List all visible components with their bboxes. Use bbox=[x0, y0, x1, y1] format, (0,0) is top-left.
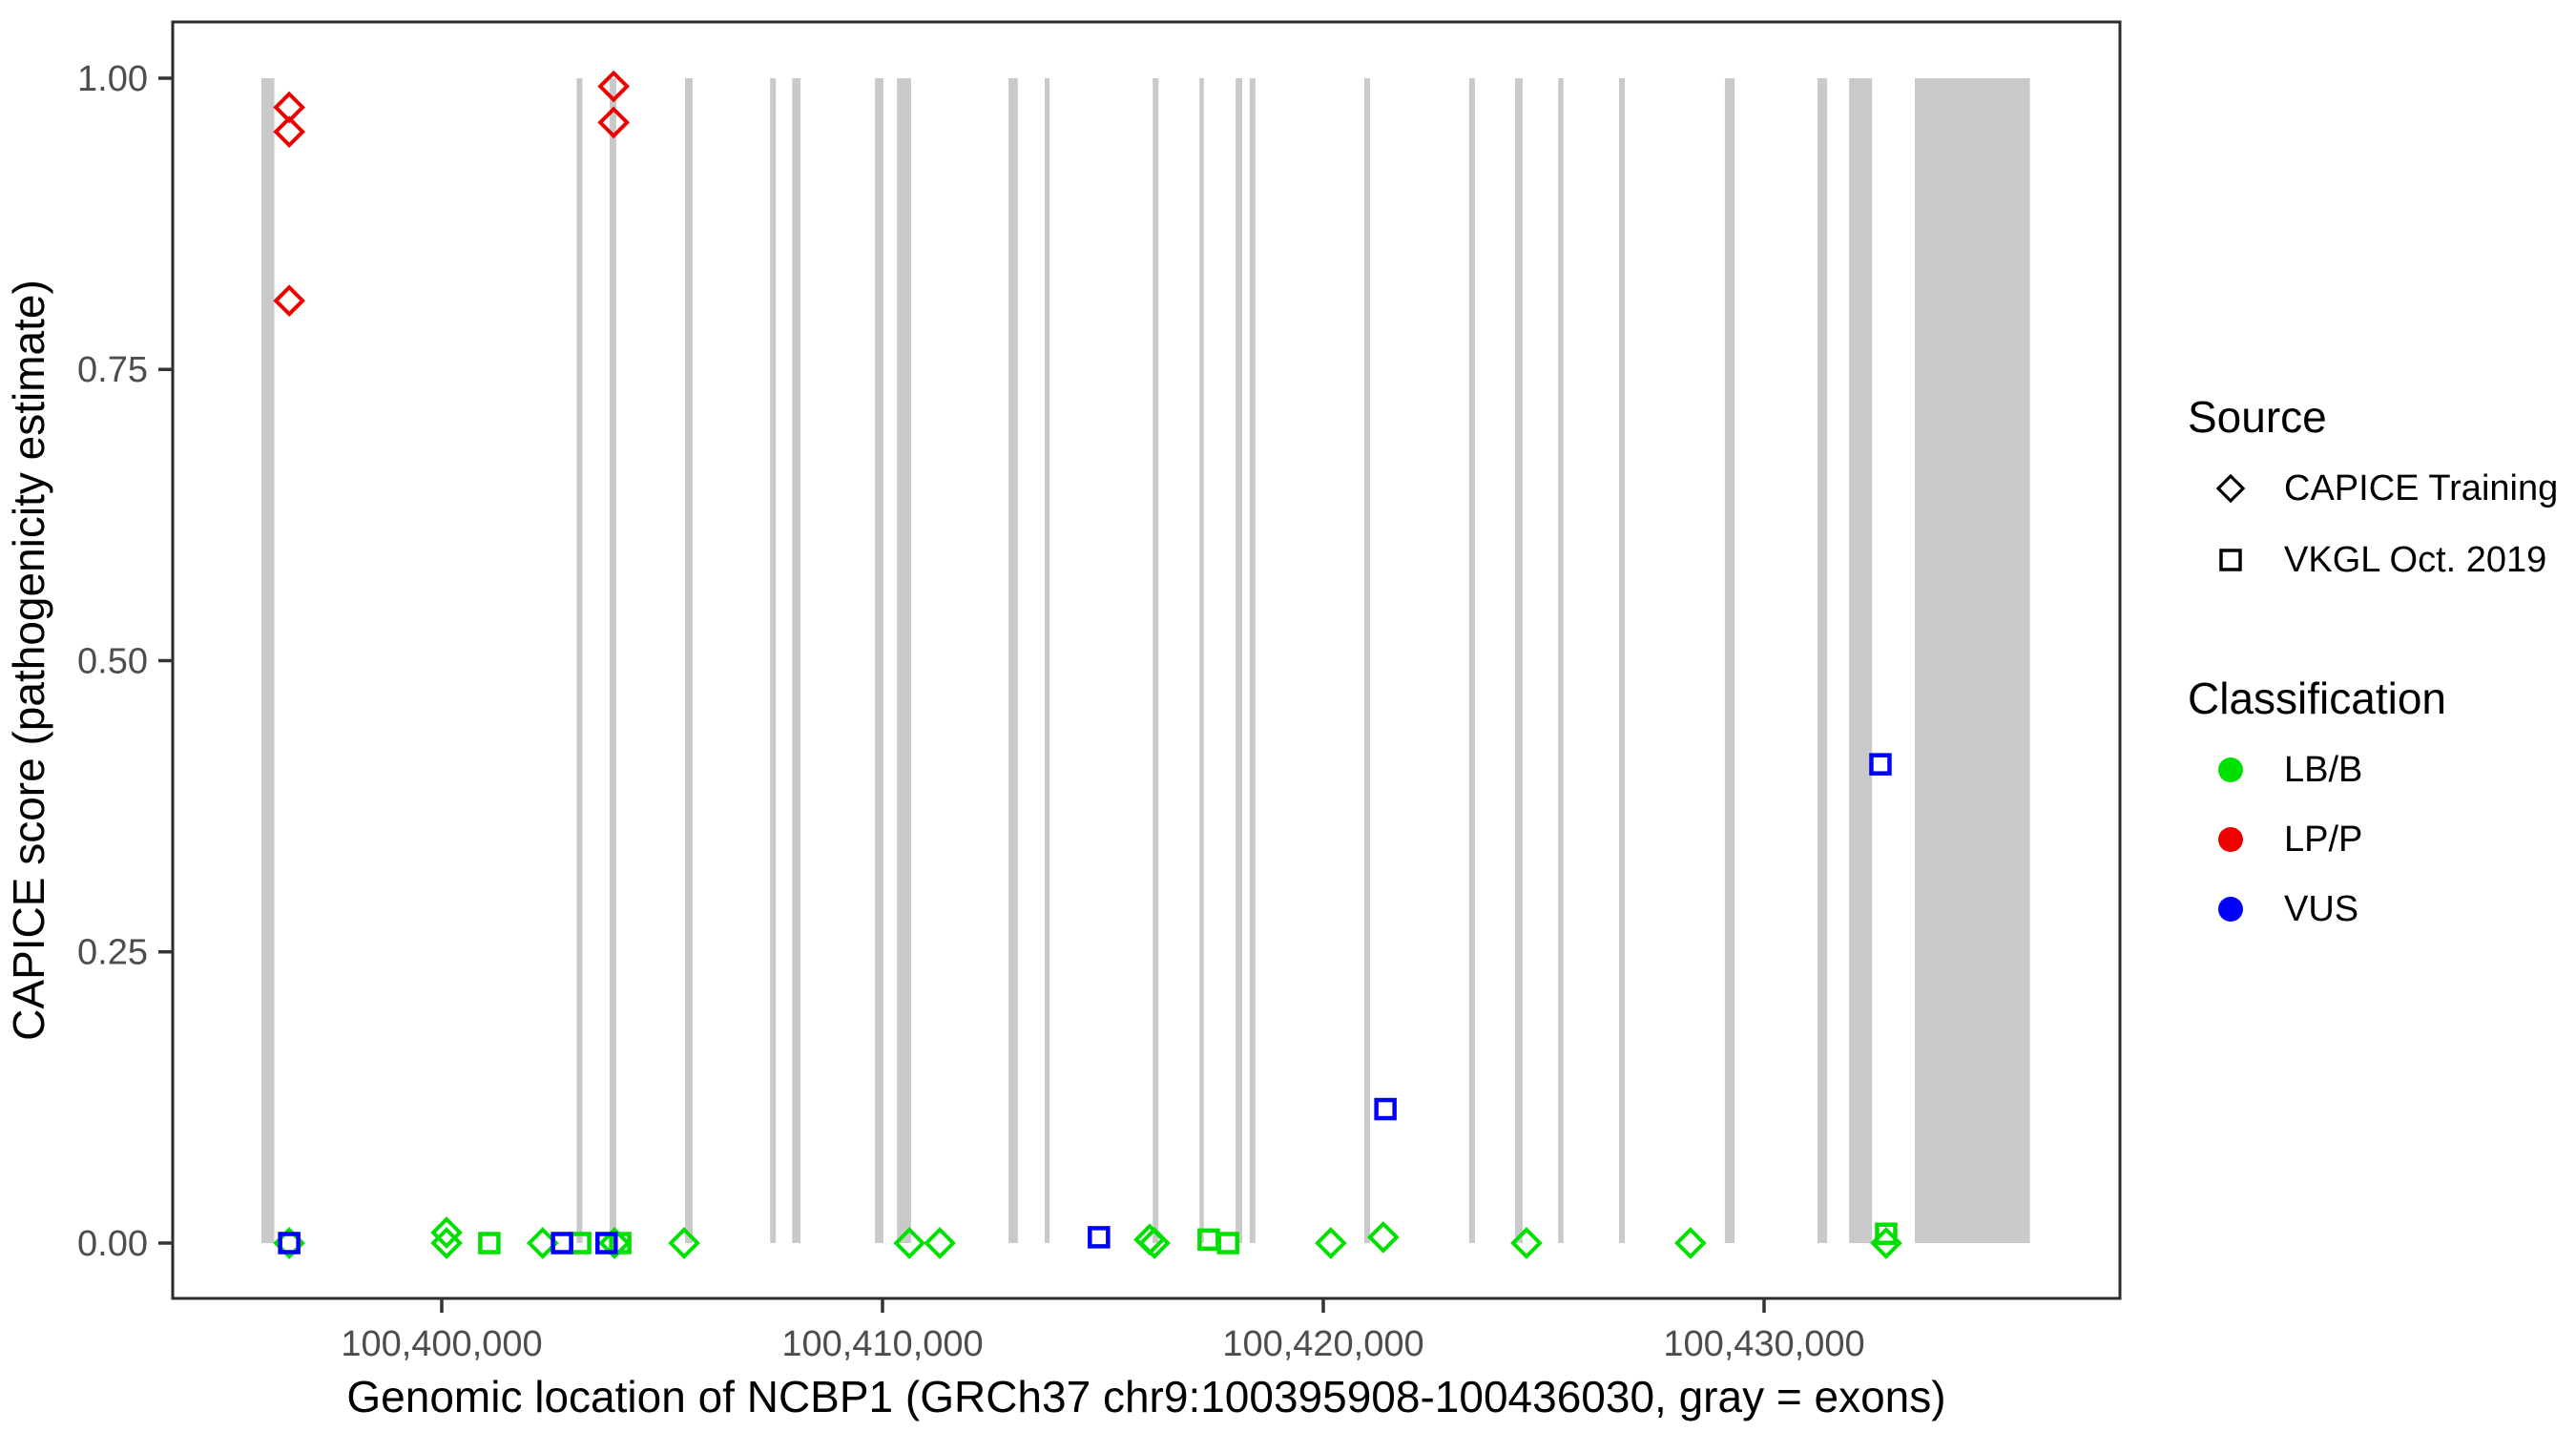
y-axis-title: CAPICE score (pathogenicity estimate) bbox=[4, 280, 53, 1041]
exon-band bbox=[261, 78, 275, 1243]
data-point-diamond bbox=[1510, 1227, 1543, 1259]
data-point-square bbox=[1216, 1232, 1239, 1255]
exon-band bbox=[897, 78, 911, 1243]
exon-band bbox=[875, 78, 883, 1243]
data-point-diamond bbox=[430, 1227, 463, 1259]
data-point-diamond bbox=[597, 106, 631, 139]
data-point-diamond bbox=[430, 1216, 463, 1249]
exon-band bbox=[1724, 78, 1735, 1243]
exon-band bbox=[1817, 78, 1828, 1243]
data-point-diamond bbox=[1674, 1227, 1707, 1259]
y-tick-label: 0.50 bbox=[77, 641, 148, 681]
data-point-square bbox=[1374, 1097, 1397, 1121]
panel-border bbox=[171, 20, 2122, 1300]
data-point-diamond bbox=[924, 1227, 956, 1259]
exon-band bbox=[1619, 78, 1625, 1243]
exon-band bbox=[1153, 78, 1159, 1243]
data-point-square bbox=[1088, 1226, 1111, 1249]
x-tick-label: 100,400,000 bbox=[341, 1324, 542, 1364]
data-point-square bbox=[595, 1232, 618, 1255]
data-point-square bbox=[478, 1232, 501, 1255]
data-point-square bbox=[551, 1232, 573, 1255]
data-point-diamond bbox=[598, 1227, 631, 1259]
data-point-square bbox=[609, 1232, 632, 1255]
data-point-square bbox=[1875, 1222, 1898, 1245]
data-point-diamond bbox=[668, 1227, 700, 1259]
data-point-diamond bbox=[893, 1227, 926, 1259]
y-tick-label: 0.00 bbox=[77, 1224, 148, 1264]
data-point-diamond bbox=[273, 115, 305, 148]
data-point-square bbox=[1869, 753, 1892, 776]
exon-band bbox=[792, 78, 801, 1243]
data-point-diamond bbox=[1138, 1227, 1171, 1259]
exon-band bbox=[1199, 78, 1204, 1243]
data-point-diamond bbox=[1315, 1227, 1347, 1259]
x-axis-title: Genomic location of NCBP1 (GRCh37 chr9:1… bbox=[346, 1372, 1945, 1421]
exon-band bbox=[1045, 78, 1050, 1243]
exon-band bbox=[1515, 78, 1523, 1243]
x-tick-label: 100,430,000 bbox=[1663, 1324, 1864, 1364]
exon-band bbox=[576, 78, 583, 1243]
x-tick-label: 100,410,000 bbox=[781, 1324, 983, 1364]
exon-band bbox=[1468, 78, 1475, 1243]
exon-band bbox=[685, 78, 693, 1243]
exon-band bbox=[1364, 78, 1370, 1243]
exon-band bbox=[1249, 78, 1256, 1243]
y-tick-label: 0.75 bbox=[77, 350, 148, 390]
data-point-square bbox=[278, 1232, 301, 1255]
exon-band bbox=[1008, 78, 1018, 1243]
x-tick-label: 100,420,000 bbox=[1222, 1324, 1423, 1364]
exon-band bbox=[610, 78, 616, 1243]
exon-band bbox=[1915, 78, 2030, 1243]
y-tick-label: 1.00 bbox=[77, 59, 148, 99]
exon-band bbox=[1849, 78, 1873, 1243]
y-tick-label: 0.25 bbox=[77, 933, 148, 973]
exon-band bbox=[1558, 78, 1564, 1243]
data-point-diamond bbox=[273, 284, 305, 318]
data-point-diamond bbox=[597, 70, 631, 103]
exon-band bbox=[1236, 78, 1242, 1243]
data-point-diamond bbox=[1366, 1221, 1400, 1254]
exon-band bbox=[770, 78, 777, 1243]
